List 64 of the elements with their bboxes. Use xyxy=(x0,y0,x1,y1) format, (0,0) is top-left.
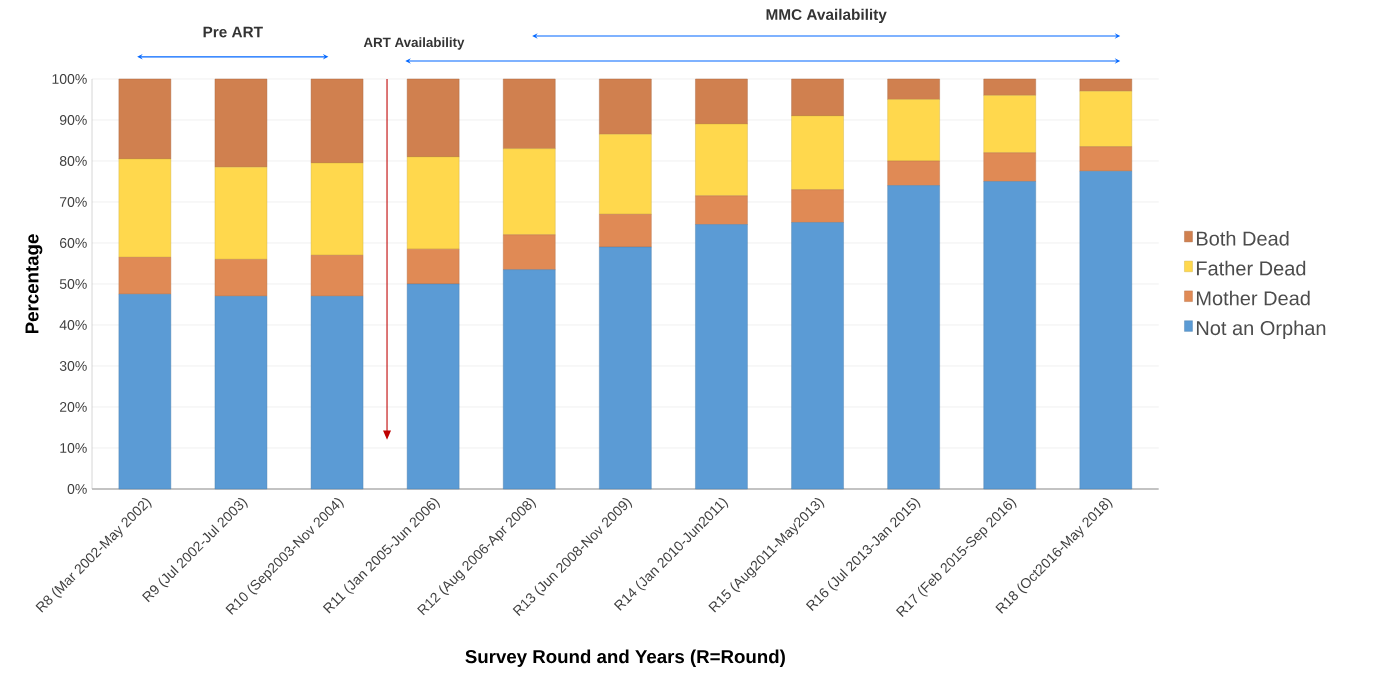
x-axis-title: Survey Round and Years (R=Round) xyxy=(465,649,785,667)
bar xyxy=(118,257,172,295)
bar xyxy=(887,160,940,186)
bar xyxy=(887,99,940,162)
bar xyxy=(599,134,652,215)
y-tick-label: 60% xyxy=(59,238,87,248)
bar xyxy=(503,78,556,149)
bar xyxy=(310,255,364,297)
bar xyxy=(214,78,268,168)
y-tick-label: 100% xyxy=(52,74,87,84)
bar xyxy=(599,78,652,135)
bar xyxy=(791,189,844,223)
bar xyxy=(695,224,748,490)
y-tick-label: 0% xyxy=(67,484,87,494)
legend-label: Not an Orphan xyxy=(1196,320,1326,340)
bar xyxy=(791,222,844,490)
bar xyxy=(599,214,652,248)
bar xyxy=(406,78,460,158)
y-axis-title: Percentage xyxy=(25,234,43,334)
bar xyxy=(791,78,844,117)
bar xyxy=(791,115,844,190)
bar xyxy=(1079,91,1133,147)
bar xyxy=(1079,78,1133,92)
text: MMC Availability xyxy=(766,8,887,24)
y-tick-label: 30% xyxy=(59,361,87,371)
bar xyxy=(214,259,268,297)
text: ART Availability xyxy=(363,37,465,50)
bar xyxy=(310,162,364,256)
bar xyxy=(695,195,748,225)
legend-label: Both Dead xyxy=(1196,231,1289,246)
bar xyxy=(1079,171,1133,490)
y-tick-label: 40% xyxy=(59,320,87,330)
bar xyxy=(118,78,172,160)
y-tick-label: 20% xyxy=(59,402,87,412)
bar xyxy=(887,78,940,100)
y-tick-label: 50% xyxy=(59,279,87,289)
bar xyxy=(599,246,652,490)
bar xyxy=(214,166,268,260)
y-tick-label: 70% xyxy=(59,197,87,207)
bar xyxy=(1079,146,1133,172)
y-tick-label: 10% xyxy=(60,443,87,453)
bar xyxy=(118,158,172,258)
bar xyxy=(503,234,556,270)
bar xyxy=(310,296,364,490)
bar xyxy=(503,269,556,490)
bar xyxy=(983,152,1036,182)
legend-label: Mother Dead xyxy=(1196,290,1310,306)
bar xyxy=(406,156,460,250)
legend-label: Father Dead xyxy=(1196,260,1306,276)
bar xyxy=(406,248,460,285)
bar xyxy=(406,283,460,490)
bar xyxy=(983,78,1036,96)
bar xyxy=(983,95,1036,153)
bar xyxy=(887,185,940,490)
bar xyxy=(118,294,172,490)
bar xyxy=(983,181,1036,490)
text: Pre ART xyxy=(203,26,263,38)
bar xyxy=(214,296,268,490)
bar xyxy=(695,123,748,197)
bar xyxy=(695,78,748,125)
y-tick-label: 80% xyxy=(59,156,87,166)
y-tick-label: 90% xyxy=(59,115,87,125)
bar xyxy=(310,78,364,164)
bar xyxy=(503,148,556,235)
